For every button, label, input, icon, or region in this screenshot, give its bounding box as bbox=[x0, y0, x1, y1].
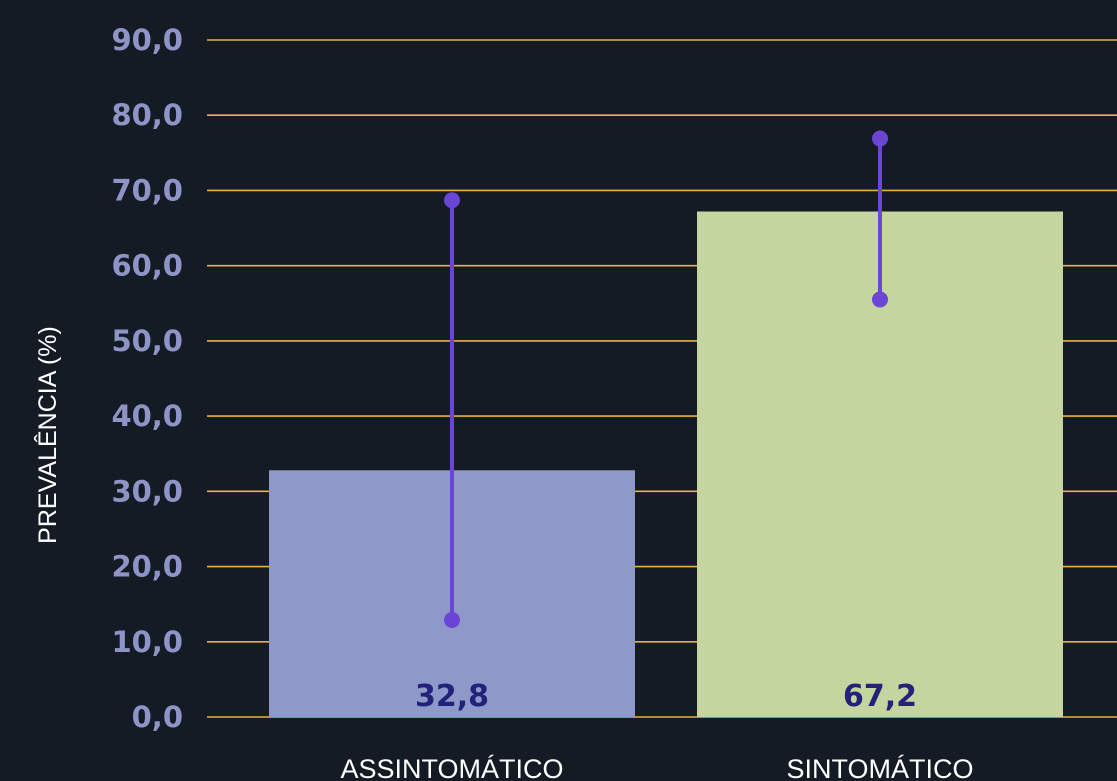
y-tick-label: 50,0 bbox=[111, 324, 183, 358]
x-axis-categories: ASSINTOMÁTICO SINTOMÁTICO bbox=[340, 754, 973, 781]
error-bar-upper-cap bbox=[444, 192, 460, 209]
y-tick-label: 60,0 bbox=[111, 249, 183, 283]
error-bar-upper-cap bbox=[872, 130, 888, 147]
y-tick-label: 90,0 bbox=[111, 23, 183, 57]
y-tick-label: 10,0 bbox=[111, 625, 183, 659]
value-labels: 32,8 67,2 bbox=[415, 679, 917, 714]
bar-value-label: 32,8 bbox=[415, 679, 489, 714]
y-axis-ticks: 0,0 10,0 20,0 30,0 40,0 50,0 60,0 70,0 80,0 90,0 bbox=[111, 23, 183, 734]
y-tick-label: 80,0 bbox=[111, 98, 183, 132]
error-bar-lower-cap bbox=[444, 611, 460, 628]
bar-value-label: 67,2 bbox=[843, 679, 917, 714]
y-tick-label: 70,0 bbox=[111, 173, 183, 207]
y-tick-label: 40,0 bbox=[111, 399, 183, 433]
x-category-label: ASSINTOMÁTICO bbox=[340, 754, 563, 781]
error-bar-lower-cap bbox=[872, 291, 888, 308]
y-tick-label: 0,0 bbox=[132, 700, 183, 734]
y-tick-label: 30,0 bbox=[111, 474, 183, 508]
y-axis-title: PREVALÊNCIA (%) bbox=[33, 326, 62, 544]
x-category-label: SINTOMÁTICO bbox=[786, 754, 973, 781]
error-bars bbox=[444, 130, 888, 628]
y-tick-label: 20,0 bbox=[111, 550, 183, 584]
